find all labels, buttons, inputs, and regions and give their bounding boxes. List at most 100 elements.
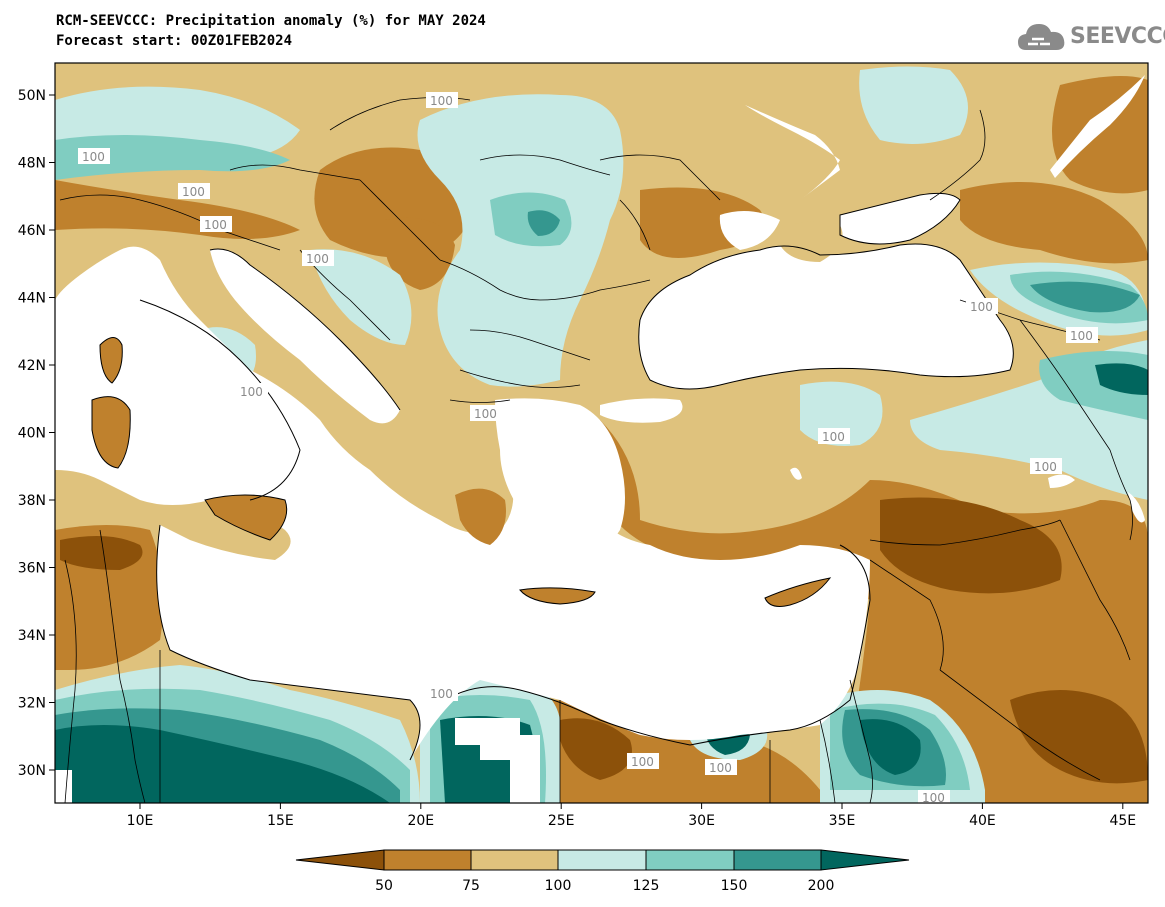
dry-patch-iraq xyxy=(1010,690,1148,784)
longitude-label: 25E xyxy=(548,813,575,829)
longitude-label: 45E xyxy=(1109,813,1136,829)
dry-patch-mideast xyxy=(880,497,1062,594)
contour-label-bg xyxy=(818,428,850,444)
dry-patch-tunisia-core xyxy=(60,536,143,570)
colorbar-lower-arrow xyxy=(295,849,385,871)
island-sicily xyxy=(205,495,287,540)
contour-label-bg xyxy=(627,753,659,769)
strong-patch-caucasus xyxy=(1030,281,1140,313)
contour-label: 100 xyxy=(430,687,453,701)
contour-label: 100 xyxy=(709,761,732,775)
lake-white-caspian-edge xyxy=(1128,492,1145,523)
black-sea xyxy=(638,244,1014,389)
contour-label-bg xyxy=(1066,327,1098,343)
longitude-label: 40E xyxy=(969,813,996,829)
wet-patch-balkan-west xyxy=(310,249,412,345)
contour-label-bg xyxy=(426,685,458,701)
contour-label: 100 xyxy=(970,300,993,314)
latitude-label: 44N xyxy=(18,291,46,307)
colorbar-segment-125-150 xyxy=(645,849,735,871)
contour-label: 100 xyxy=(306,252,329,266)
colorbar-label: 125 xyxy=(633,878,660,894)
seevccc-logo: SEEVCCC xyxy=(1018,20,1165,56)
contour-label: 100 xyxy=(631,755,654,769)
colorbar-segment-50-75 xyxy=(383,849,472,871)
contour-label-bg xyxy=(966,298,998,314)
tyrrhenian-sea xyxy=(140,300,300,500)
extreme-patch-caspian xyxy=(1095,363,1148,395)
longitude-label: 20E xyxy=(407,813,434,829)
contour-labels: 100 100 100 100 100 100 100 100 100 100 … xyxy=(78,92,1098,805)
dry-patch-caspian xyxy=(960,182,1148,264)
moderate-patch-alps xyxy=(55,135,290,180)
sea-of-azov xyxy=(840,193,960,244)
contour-label-bg xyxy=(426,92,458,108)
lake-white-turkey xyxy=(790,467,802,480)
extreme-patch-sinai xyxy=(860,719,921,775)
contour-label-bg xyxy=(705,759,737,775)
peloponnese xyxy=(455,488,506,545)
colorbar-segment-150-200 xyxy=(733,849,822,871)
colorbar-label: 150 xyxy=(721,878,748,894)
libya-white-gap xyxy=(455,718,540,803)
latitude-label: 34N xyxy=(18,628,46,644)
latitude-label: 36N xyxy=(18,561,46,577)
contour-label-bg xyxy=(178,183,210,199)
logo-text: SEEVCCC xyxy=(1070,24,1165,49)
colorbar: 50 75 100 125 150 200 xyxy=(295,849,910,894)
cloud-icon xyxy=(1018,24,1065,50)
longitude-axis: 10E 15E 20E 25E 30E 35E 40E 45E xyxy=(127,803,1136,829)
latitude-label: 48N xyxy=(18,156,46,172)
contour-label: 100 xyxy=(430,94,453,108)
contour-label-bg xyxy=(236,383,268,399)
longitude-label: 35E xyxy=(829,813,856,829)
contour-label-bg xyxy=(918,790,950,803)
island-crete xyxy=(520,587,595,604)
contour-label: 100 xyxy=(1070,329,1093,343)
longitude-label: 10E xyxy=(127,813,154,829)
colorbar-label: 50 xyxy=(375,878,393,894)
contour-label: 100 xyxy=(474,407,497,421)
island-corsica xyxy=(100,337,123,383)
colorbar-label: 200 xyxy=(808,878,835,894)
adriatic-sea xyxy=(210,249,400,424)
longitude-label: 30E xyxy=(688,813,715,829)
contour-label: 100 xyxy=(82,150,105,164)
latitude-label: 42N xyxy=(18,358,46,374)
forecast-start: Forecast start: 00Z01FEB2024 xyxy=(56,33,293,49)
mediterranean-sea xyxy=(55,246,870,760)
wet-patch-ukraine-north xyxy=(859,66,968,144)
island-sardinia xyxy=(92,396,131,468)
latitude-label: 40N xyxy=(18,426,46,442)
volga-white-2 xyxy=(1050,75,1145,178)
contour-label-bg xyxy=(200,216,232,232)
dry-patch-egypt-core xyxy=(560,718,632,780)
map-plot-area: 100 100 100 100 100 100 100 100 100 100 … xyxy=(55,63,1148,805)
contour-label-bg xyxy=(78,148,110,164)
contour-label: 100 xyxy=(922,791,945,805)
contour-label: 100 xyxy=(182,185,205,199)
latitude-label: 38N xyxy=(18,493,46,509)
algeria-white-gap xyxy=(55,770,72,803)
colorbar-label: 100 xyxy=(545,878,572,894)
contour-label: 100 xyxy=(1034,460,1057,474)
strong-patch-romania xyxy=(527,210,560,236)
colorbar-upper-arrow xyxy=(820,849,910,871)
crimea xyxy=(780,221,843,262)
island-cyprus xyxy=(765,578,830,607)
lake-white-east xyxy=(1048,474,1075,488)
contour-label-bg xyxy=(1030,458,1062,474)
colorbar-label: 75 xyxy=(462,878,480,894)
colorbar-segment-75-100 xyxy=(470,849,559,871)
contour-label: 100 xyxy=(822,430,845,444)
latitude-label: 50N xyxy=(18,88,46,104)
dry-patch-balkans xyxy=(385,217,455,290)
contour-label: 100 xyxy=(240,385,263,399)
coastlines xyxy=(91,192,1014,761)
longitude-label: 15E xyxy=(267,813,294,829)
latitude-axis: 50N 48N 46N 44N 42N 40N 38N 36N 34N 32N 30N xyxy=(18,88,55,779)
latitude-label: 46N xyxy=(18,223,46,239)
contour-label-bg xyxy=(470,405,502,421)
aegean-sea xyxy=(495,398,625,560)
